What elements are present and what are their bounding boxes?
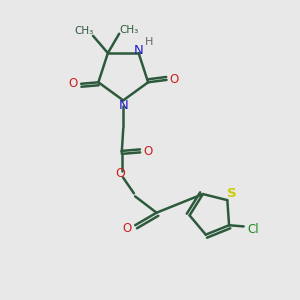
Text: O: O: [122, 222, 132, 235]
Text: S: S: [227, 187, 237, 200]
Text: O: O: [170, 74, 179, 86]
Text: Cl: Cl: [248, 223, 259, 236]
Text: N: N: [134, 44, 143, 57]
Text: CH₃: CH₃: [74, 26, 94, 36]
Text: O: O: [69, 77, 78, 90]
Text: H: H: [145, 37, 153, 47]
Text: O: O: [144, 145, 153, 158]
Text: N: N: [118, 99, 128, 112]
Text: O: O: [115, 167, 125, 180]
Text: CH₃: CH₃: [119, 25, 138, 35]
